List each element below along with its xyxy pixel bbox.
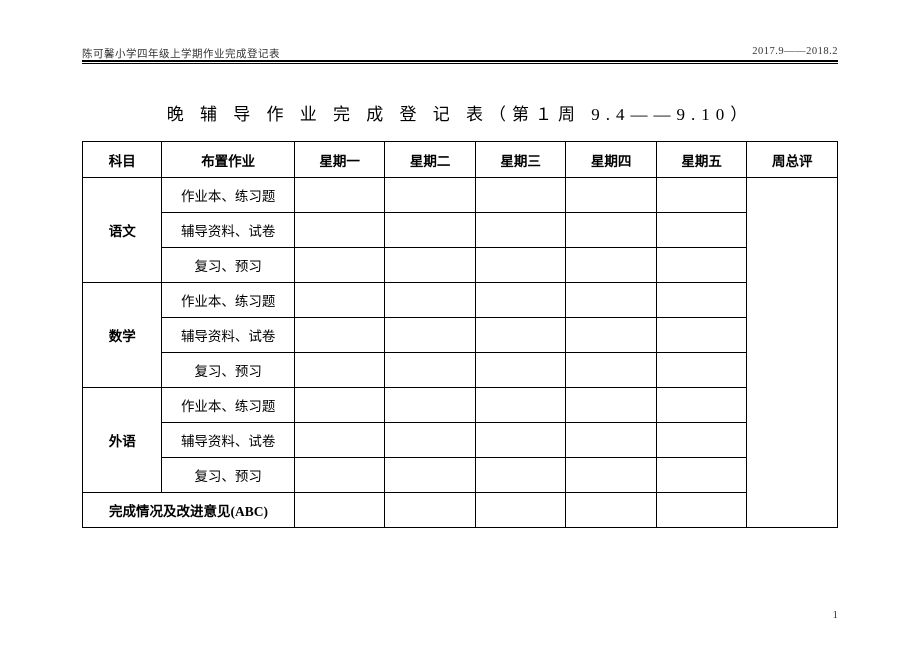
day-cell bbox=[294, 283, 385, 318]
day-cell bbox=[656, 423, 747, 458]
day-cell bbox=[294, 178, 385, 213]
assignment-cell: 作业本、练习题 bbox=[162, 283, 294, 318]
assignment-cell: 作业本、练习题 bbox=[162, 178, 294, 213]
table-header-row: 科目 布置作业 星期一 星期二 星期三 星期四 星期五 周总评 bbox=[83, 142, 838, 178]
header-left-text: 陈可馨小学四年级上学期作业完成登记表 bbox=[82, 46, 280, 61]
day-cell bbox=[294, 388, 385, 423]
table-row: 数学作业本、练习题 bbox=[83, 283, 838, 318]
day-cell bbox=[475, 283, 566, 318]
day-cell bbox=[566, 458, 657, 493]
day-cell bbox=[475, 423, 566, 458]
day-cell bbox=[385, 458, 476, 493]
day-cell bbox=[656, 318, 747, 353]
footer-day-cell bbox=[566, 493, 657, 528]
assignment-cell: 辅导资料、试卷 bbox=[162, 423, 294, 458]
assignment-cell: 作业本、练习题 bbox=[162, 388, 294, 423]
day-cell bbox=[294, 353, 385, 388]
subject-cell: 语文 bbox=[83, 178, 162, 283]
footer-day-cell bbox=[294, 493, 385, 528]
col-tue: 星期二 bbox=[385, 142, 476, 178]
day-cell bbox=[475, 353, 566, 388]
day-cell bbox=[475, 248, 566, 283]
day-cell bbox=[294, 248, 385, 283]
col-subject: 科目 bbox=[83, 142, 162, 178]
footer-day-cell bbox=[475, 493, 566, 528]
col-mon: 星期一 bbox=[294, 142, 385, 178]
day-cell bbox=[656, 388, 747, 423]
day-cell bbox=[656, 458, 747, 493]
day-cell bbox=[475, 318, 566, 353]
day-cell bbox=[385, 213, 476, 248]
subject-cell: 数学 bbox=[83, 283, 162, 388]
header-rule bbox=[82, 60, 838, 64]
day-cell bbox=[385, 248, 476, 283]
day-cell bbox=[566, 318, 657, 353]
page-title: 晚 辅 导 作 业 完 成 登 记 表（第１周 9.4——9.10） bbox=[82, 100, 838, 125]
table-row: 复习、预习 bbox=[83, 353, 838, 388]
table-row: 复习、预习 bbox=[83, 458, 838, 493]
col-wed: 星期三 bbox=[475, 142, 566, 178]
day-cell bbox=[566, 178, 657, 213]
table-row: 辅导资料、试卷 bbox=[83, 318, 838, 353]
day-cell bbox=[656, 213, 747, 248]
day-cell bbox=[294, 318, 385, 353]
assignment-cell: 复习、预习 bbox=[162, 248, 294, 283]
day-cell bbox=[385, 178, 476, 213]
day-cell bbox=[566, 213, 657, 248]
page-number: 1 bbox=[833, 609, 839, 621]
day-cell bbox=[385, 283, 476, 318]
day-cell bbox=[385, 318, 476, 353]
col-thu: 星期四 bbox=[566, 142, 657, 178]
table-row: 复习、预习 bbox=[83, 248, 838, 283]
header-right-text: 2017.9——2018.2 bbox=[752, 46, 838, 57]
footer-label-cell: 完成情况及改进意见(ABC) bbox=[83, 493, 295, 528]
day-cell bbox=[656, 353, 747, 388]
day-cell bbox=[475, 178, 566, 213]
table-row: 语文作业本、练习题 bbox=[83, 178, 838, 213]
table-row: 辅导资料、试卷 bbox=[83, 423, 838, 458]
summary-cell bbox=[747, 178, 838, 528]
day-cell bbox=[566, 353, 657, 388]
day-cell bbox=[385, 388, 476, 423]
day-cell bbox=[656, 248, 747, 283]
footer-day-cell bbox=[385, 493, 476, 528]
day-cell bbox=[385, 423, 476, 458]
day-cell bbox=[566, 283, 657, 318]
day-cell bbox=[475, 213, 566, 248]
day-cell bbox=[566, 248, 657, 283]
day-cell bbox=[294, 423, 385, 458]
assignment-cell: 辅导资料、试卷 bbox=[162, 318, 294, 353]
day-cell bbox=[294, 213, 385, 248]
table-body: 语文作业本、练习题辅导资料、试卷复习、预习数学作业本、练习题辅导资料、试卷复习、… bbox=[83, 178, 838, 528]
subject-cell: 外语 bbox=[83, 388, 162, 493]
day-cell bbox=[475, 388, 566, 423]
col-assignment: 布置作业 bbox=[162, 142, 294, 178]
day-cell bbox=[656, 283, 747, 318]
day-cell bbox=[475, 458, 566, 493]
table-row: 外语作业本、练习题 bbox=[83, 388, 838, 423]
footer-row: 完成情况及改进意见(ABC) bbox=[83, 493, 838, 528]
document-header: 陈可馨小学四年级上学期作业完成登记表 2017.9——2018.2 bbox=[82, 46, 838, 60]
table-row: 辅导资料、试卷 bbox=[83, 213, 838, 248]
assignment-cell: 复习、预习 bbox=[162, 458, 294, 493]
day-cell bbox=[656, 178, 747, 213]
assignment-cell: 辅导资料、试卷 bbox=[162, 213, 294, 248]
homework-table: 科目 布置作业 星期一 星期二 星期三 星期四 星期五 周总评 语文作业本、练习… bbox=[82, 141, 838, 528]
col-summary: 周总评 bbox=[747, 142, 838, 178]
day-cell bbox=[566, 423, 657, 458]
assignment-cell: 复习、预习 bbox=[162, 353, 294, 388]
day-cell bbox=[566, 388, 657, 423]
day-cell bbox=[294, 458, 385, 493]
day-cell bbox=[385, 353, 476, 388]
footer-day-cell bbox=[656, 493, 747, 528]
col-fri: 星期五 bbox=[656, 142, 747, 178]
